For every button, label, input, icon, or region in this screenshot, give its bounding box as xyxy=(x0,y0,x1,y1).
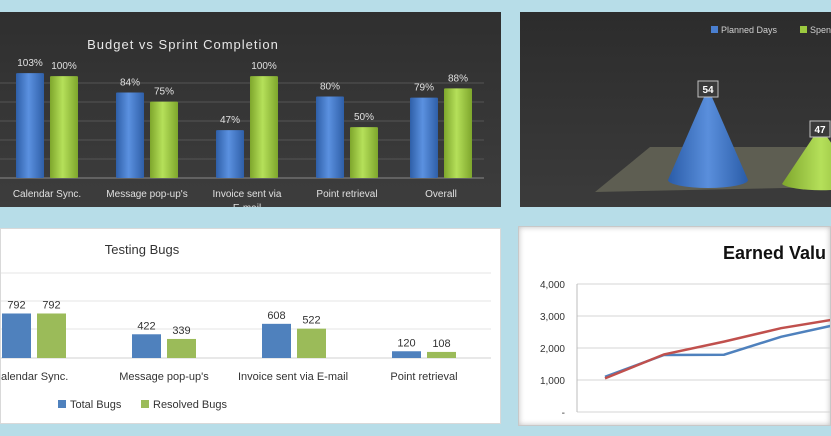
data-label: 79% xyxy=(414,83,434,94)
bar-resolved-bugs xyxy=(297,328,326,358)
bar-sprint xyxy=(150,101,178,178)
bar-budget xyxy=(116,92,144,178)
series-line-2 xyxy=(604,318,830,380)
bar-budget xyxy=(410,97,438,178)
data-label-spent: 47 xyxy=(814,125,826,136)
data-label: 792 xyxy=(7,299,25,311)
budget-vs-sprint-chart: Budget vs Sprint Completion 103% 100% Cale… xyxy=(0,12,501,207)
data-label: 84% xyxy=(120,77,140,88)
data-label-box-planned xyxy=(697,80,719,98)
bar-budget xyxy=(316,96,344,178)
cone-planned xyxy=(668,88,748,188)
data-label: 120 xyxy=(397,337,415,349)
legend-swatch-resolved xyxy=(141,400,149,408)
budget-chart-canvas: Budget vs Sprint Completion 103% 100% Cale… xyxy=(0,37,484,207)
data-label: 339 xyxy=(172,325,190,337)
x-tick-label: Invoice sent via E-mail xyxy=(238,371,348,383)
bar-budget xyxy=(216,130,244,178)
y-tick-label: 4,000 xyxy=(540,280,565,291)
data-label: 47% xyxy=(220,115,240,126)
series-line-1 xyxy=(604,324,830,378)
x-tick-label: alendar Sync. xyxy=(1,371,68,383)
legend-swatch-planned xyxy=(711,26,718,33)
x-tick-label: Overall xyxy=(425,189,457,200)
legend-swatch-total xyxy=(58,400,66,408)
y-tick-label: 3,000 xyxy=(540,312,565,323)
testing-bugs-chart: Testing Bugs Total Bugs Resolved Bugs 79… xyxy=(0,228,501,424)
data-label: 108 xyxy=(432,338,450,350)
data-label: 80% xyxy=(320,82,340,93)
bugs-chart-title: Testing Bugs xyxy=(105,242,180,257)
bar-sprint xyxy=(50,76,78,178)
budget-chart-title: Budget vs Sprint Completion xyxy=(87,37,279,52)
earned-value-title: Earned Valu xyxy=(723,243,826,263)
legend-label-planned: Planned Days xyxy=(721,25,778,35)
bar-resolved-bugs xyxy=(37,313,66,358)
y-tick-label: - xyxy=(562,408,565,419)
legend-label-spent: Spen xyxy=(810,25,831,35)
bar-resolved-bugs xyxy=(427,351,456,358)
data-label: 608 xyxy=(267,310,285,322)
earned-value-canvas: Earned Valu 4,000 3,000 2,000 1,000 - xyxy=(540,243,830,419)
data-label-box-spent xyxy=(809,120,831,138)
bar-total-bugs xyxy=(262,323,291,358)
planned-vs-spent-chart: Planned Days Spen 54 47 xyxy=(520,12,831,207)
y-tick-label: 1,000 xyxy=(540,376,565,387)
data-label: 100% xyxy=(51,61,77,72)
x-tick-label: Point retrieval xyxy=(316,189,377,200)
y-tick-label: 2,000 xyxy=(540,344,565,355)
bugs-chart-canvas: Testing Bugs Total Bugs Resolved Bugs 79… xyxy=(1,242,491,411)
x-tick-label: Point retrieval xyxy=(390,371,457,383)
legend-label-total: Total Bugs xyxy=(70,399,122,411)
bar-budget xyxy=(16,73,44,178)
cone-chart-canvas: Planned Days Spen 54 47 xyxy=(595,25,831,192)
data-label: 75% xyxy=(154,87,174,98)
data-label: 88% xyxy=(448,73,468,84)
cone-spent xyxy=(782,127,831,191)
data-label: 522 xyxy=(302,315,320,327)
bar-total-bugs xyxy=(2,313,31,358)
earned-value-chart: Earned Valu 4,000 3,000 2,000 1,000 - xyxy=(518,226,831,426)
data-label: 103% xyxy=(17,58,43,69)
bar-total-bugs xyxy=(392,351,421,358)
legend-swatch-spent xyxy=(800,26,807,33)
bar-resolved-bugs xyxy=(167,338,196,358)
data-label: 792 xyxy=(42,299,60,311)
legend-label-resolved: Resolved Bugs xyxy=(153,399,227,411)
x-tick-label: Message pop-up's xyxy=(106,189,187,200)
data-label-planned: 54 xyxy=(702,85,714,96)
data-label: 50% xyxy=(354,112,374,123)
data-label: 100% xyxy=(251,61,277,72)
x-tick-label: Message pop-up's xyxy=(119,371,209,383)
bar-total-bugs xyxy=(132,334,161,358)
x-tick-label: Calendar Sync. xyxy=(13,189,81,200)
bar-sprint xyxy=(444,88,472,178)
bar-sprint xyxy=(250,76,278,178)
data-label: 422 xyxy=(137,320,155,332)
bar-sprint xyxy=(350,127,378,178)
